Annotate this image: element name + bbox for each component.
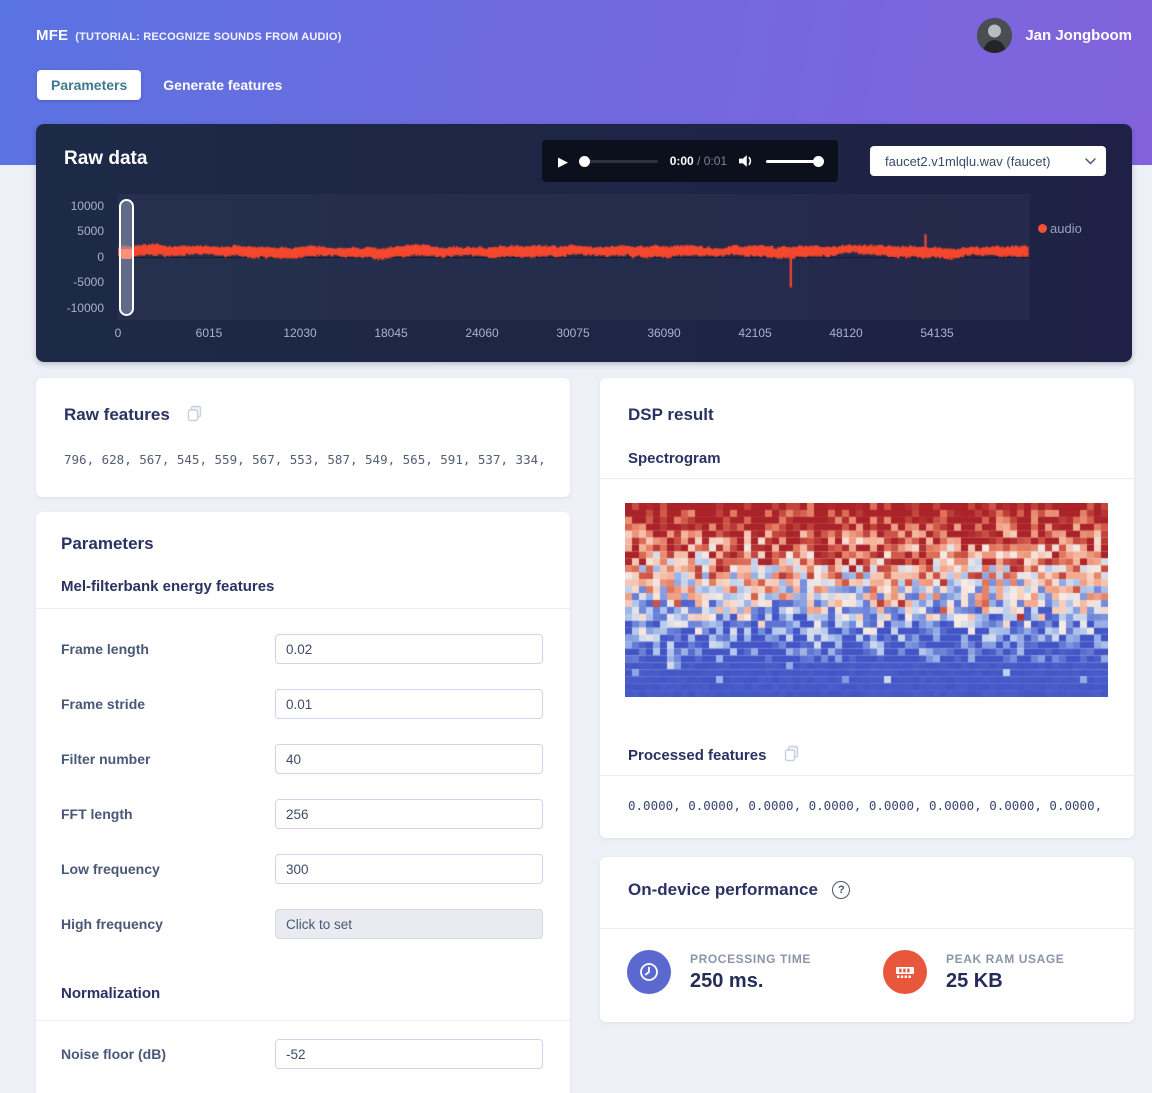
- app-title: MFE: [36, 27, 69, 44]
- waveform-y-axis: 10000 5000 0 -5000 -10000: [36, 124, 104, 362]
- volume-thumb[interactable]: [813, 155, 824, 167]
- high-frequency-row: High frequency: [61, 909, 545, 939]
- raw-features-values: 796, 628, 567, 545, 559, 567, 553, 587, …: [64, 452, 546, 467]
- tab-parameters[interactable]: Parameters: [37, 70, 142, 100]
- noise-floor-row: Noise floor (dB): [61, 1039, 545, 1069]
- frame-length-row: Frame length: [61, 634, 545, 664]
- waveform-legend[interactable]: audio: [1038, 221, 1082, 236]
- waveform-plot: [118, 194, 1030, 320]
- y-tick: 0: [97, 250, 104, 264]
- copy-icon[interactable]: [186, 405, 203, 427]
- low-frequency-input[interactable]: [275, 854, 543, 884]
- user-menu[interactable]: Jan Jongboom: [977, 18, 1132, 53]
- waveform-canvas: [118, 194, 1030, 320]
- raw-features-card: Raw features 796, 628, 567, 545, 559, 56…: [36, 378, 570, 497]
- frame-stride-input[interactable]: [275, 689, 543, 719]
- filter-number-input[interactable]: [275, 744, 543, 774]
- x-tick: 18045: [374, 326, 408, 340]
- divider: [600, 478, 1134, 479]
- mfe-section-label: Mel-filterbank energy features: [61, 578, 275, 595]
- spectrogram-canvas: [625, 503, 1108, 697]
- raw-data-card: Raw data ▶ 0:00 / 0:01 faucet2.v1mlqlu.w…: [36, 124, 1132, 362]
- copy-icon[interactable]: [783, 745, 800, 767]
- audio-player: ▶ 0:00 / 0:01: [542, 140, 838, 182]
- user-name: Jan Jongboom: [1025, 27, 1132, 44]
- avatar-portrait: [977, 18, 1013, 53]
- parameters-card: Parameters Mel-filterbank energy feature…: [36, 512, 570, 1093]
- frame-length-label: Frame length: [61, 641, 149, 657]
- help-icon[interactable]: ?: [832, 881, 851, 899]
- low-frequency-label: Low frequency: [61, 861, 160, 877]
- x-tick: 48120: [829, 326, 863, 340]
- x-tick: 36090: [647, 326, 681, 340]
- processed-features-title: Processed features: [628, 747, 767, 764]
- chevron-down-icon: [1085, 157, 1096, 165]
- x-tick: 12030: [283, 326, 317, 340]
- play-icon[interactable]: ▶: [558, 153, 568, 169]
- parameters-title: Parameters: [61, 534, 154, 553]
- raw-features-title: Raw features: [64, 405, 170, 424]
- processed-features-values: 0.0000, 0.0000, 0.0000, 0.0000, 0.0000, …: [628, 798, 1110, 813]
- divider: [36, 608, 570, 609]
- volume-slider[interactable]: [765, 155, 824, 167]
- low-frequency-row: Low frequency: [61, 854, 545, 884]
- normalization-section-label: Normalization: [61, 985, 161, 1002]
- y-tick: 10000: [70, 199, 104, 213]
- playback-time: 0:00 / 0:01: [670, 154, 727, 168]
- app-subtitle: (TUTORIAL: RECOGNIZE SOUNDS FROM AUDIO): [75, 31, 342, 43]
- volume-icon[interactable]: [739, 154, 754, 168]
- spectrogram-label: Spectrogram: [628, 450, 721, 467]
- audio-series-dot: [1038, 224, 1047, 233]
- tab-bar: Parameters Generate features: [37, 70, 282, 100]
- noise-floor-input[interactable]: [275, 1039, 543, 1069]
- fft-length-input[interactable]: [275, 799, 543, 829]
- breadcrumb: MFE (TUTORIAL: RECOGNIZE SOUNDS FROM AUD…: [36, 27, 342, 44]
- y-tick: -5000: [73, 275, 104, 289]
- processing-time-value: 250 ms.: [690, 970, 764, 992]
- sample-dropdown-value: faucet2.v1mlqlu.wav (faucet): [885, 153, 1051, 169]
- avatar[interactable]: [977, 18, 1013, 53]
- x-tick: 54135: [920, 326, 954, 340]
- y-tick: -10000: [66, 301, 104, 315]
- performance-title: On-device performance: [628, 880, 818, 899]
- current-time: 0:00: [669, 154, 694, 168]
- peak-ram-label: PEAK RAM USAGE: [946, 952, 1065, 966]
- dsp-result-title: DSP result: [628, 405, 714, 424]
- high-frequency-label: High frequency: [61, 916, 163, 932]
- divider: [600, 775, 1134, 776]
- frame-stride-row: Frame stride: [61, 689, 545, 719]
- y-tick: 5000: [77, 224, 104, 238]
- fft-length-row: FFT length: [61, 799, 545, 829]
- filter-number-label: Filter number: [61, 751, 151, 767]
- performance-card: On-device performance ? PROCESSING TIME …: [600, 857, 1134, 1022]
- frame-stride-label: Frame stride: [61, 696, 146, 712]
- x-tick: 0: [114, 326, 122, 340]
- tab-generate-features[interactable]: Generate features: [163, 77, 283, 93]
- x-tick: 30075: [556, 326, 590, 340]
- waveform-x-axis: 0 6015 12030 18045 24060 30075 36090 421…: [36, 326, 1132, 344]
- processing-time-label: PROCESSING TIME: [690, 952, 812, 966]
- peak-ram-value: 25 KB: [946, 970, 1003, 992]
- divider: [600, 928, 1134, 929]
- playback-thumb[interactable]: [579, 155, 590, 167]
- window-scrubber-handle[interactable]: [119, 199, 134, 316]
- raw-data-title: Raw data: [64, 148, 148, 169]
- frame-length-input[interactable]: [275, 634, 543, 664]
- fft-length-label: FFT length: [61, 806, 133, 822]
- noise-floor-label: Noise floor (dB): [61, 1046, 166, 1062]
- audio-series-label: audio: [1050, 221, 1082, 236]
- duration: / 0:01: [697, 154, 728, 168]
- dsp-result-card: DSP result Spectrogram Processed feature…: [600, 378, 1134, 838]
- ram-icon: [883, 950, 927, 994]
- sample-dropdown[interactable]: faucet2.v1mlqlu.wav (faucet): [870, 146, 1106, 176]
- clock-icon: [627, 950, 671, 994]
- x-tick: 42105: [738, 326, 772, 340]
- playback-progress-slider[interactable]: [579, 155, 658, 167]
- scrubber-waveform-highlight: [121, 249, 132, 259]
- divider: [36, 1020, 570, 1021]
- x-tick: 24060: [465, 326, 499, 340]
- high-frequency-input[interactable]: [275, 909, 543, 939]
- filter-number-row: Filter number: [61, 744, 545, 774]
- x-tick: 6015: [195, 326, 223, 340]
